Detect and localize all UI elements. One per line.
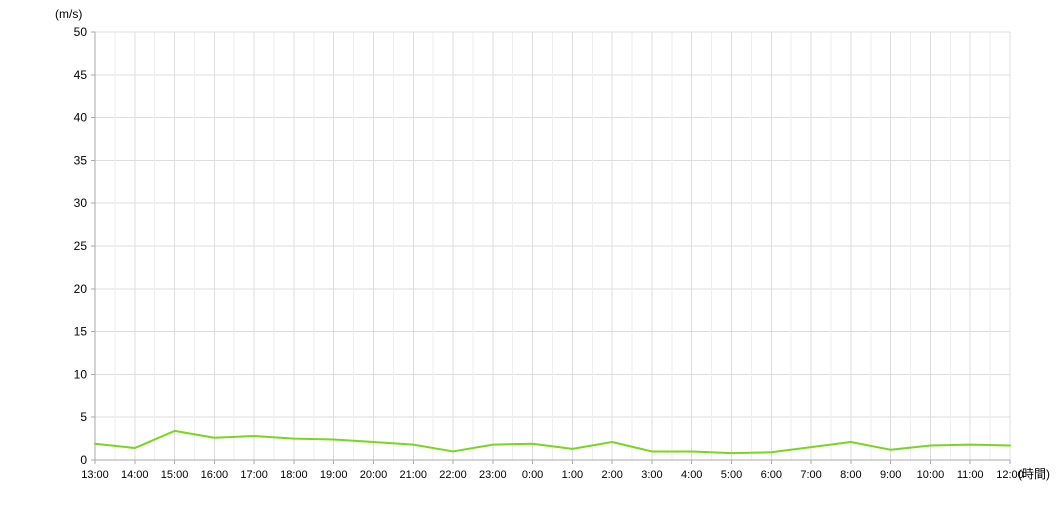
x-tick-label: 7:00 [800,469,821,481]
y-tick-label: 40 [74,111,88,125]
x-tick-label: 1:00 [562,469,583,481]
x-tick-label: 11:00 [957,469,984,481]
wind-speed-chart: 0 5 10 15 20 25 30 35 40 45 50 13:00 14:00 15:00 16:00… [0,0,1058,529]
x-axis-unit-label: (時間) [1018,467,1050,481]
x-tick-label: 9:00 [880,469,901,481]
x-tick-label: 20:00 [360,469,388,481]
x-tick-label: 5:00 [721,469,742,481]
x-tick-label: 3:00 [641,469,662,481]
y-tick-label: 20 [74,282,88,296]
x-tick-label: 17:00 [240,469,268,481]
x-tick-label: 22:00 [439,469,467,481]
x-tick-label: 4:00 [681,469,702,481]
x-tick-label: 8:00 [840,469,861,481]
x-tick-label: 0:00 [522,469,543,481]
y-tick-label: 45 [74,68,88,82]
x-tick-label: 16:00 [201,469,229,481]
y-tick-label: 25 [74,239,88,253]
y-axis-unit-label: (m/s) [55,7,82,21]
x-tick-label: 18:00 [280,469,308,481]
x-tick-label: 6:00 [761,469,782,481]
x-tick-label: 13:00 [81,469,109,481]
x-tick-label: 23:00 [479,469,507,481]
x-tick-label: 2:00 [601,469,622,481]
x-tick-label: 14:00 [121,469,149,481]
y-tick-label: 30 [74,196,88,210]
y-tick-label: 50 [74,25,88,39]
y-tick-label: 0 [80,453,87,467]
x-tick-label: 10:00 [917,469,945,481]
y-tick-label: 15 [74,325,88,339]
x-tick-label: 19:00 [320,469,348,481]
y-tick-label: 10 [74,367,88,381]
chart-svg: 0 5 10 15 20 25 30 35 40 45 50 13:00 14:00 15:00 16:00… [0,0,1058,529]
x-tick-label: 15:00 [161,469,189,481]
y-tick-label: 35 [74,153,88,167]
x-tick-label: 21:00 [399,469,427,481]
y-tick-label: 5 [80,410,87,424]
